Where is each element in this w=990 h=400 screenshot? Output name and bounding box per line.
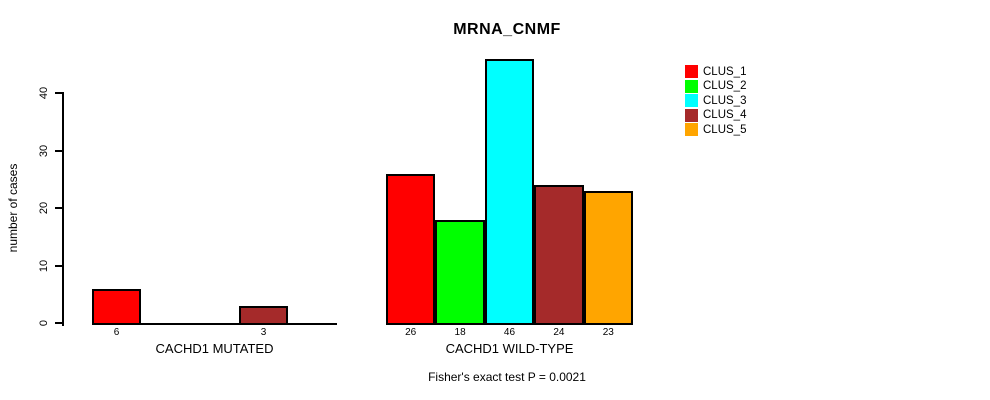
x-baseline (92, 323, 337, 325)
subtitle-fisher-test: Fisher's exact test P = 0.0021 (428, 370, 586, 384)
legend-swatch-clus_3 (685, 94, 698, 108)
y-tick-label: 10 (38, 259, 50, 272)
group-label: CACHD1 MUTATED (155, 341, 274, 356)
group-label: CACHD1 WILD-TYPE (445, 341, 574, 356)
bar-value-label: 18 (454, 327, 466, 338)
y-tick-label: 0 (38, 319, 50, 327)
bar-value-label: 23 (602, 327, 614, 338)
legend-label-clus_2: CLUS_2 (703, 80, 747, 93)
bar-clus_3 (484, 58, 535, 325)
y-tick-mark (55, 322, 63, 324)
legend-label-clus_3: CLUS_3 (703, 94, 747, 107)
bar-clus_4 (239, 305, 288, 325)
bar-value-label: 26 (405, 327, 417, 338)
bar-value-label: 6 (113, 327, 120, 338)
bar-clus_1 (92, 288, 141, 325)
y-tick-label: 20 (38, 201, 50, 215)
y-tick-label: 40 (38, 86, 50, 100)
legend-swatch-clus_1 (685, 65, 698, 78)
bar-clus_1 (386, 173, 436, 325)
y-axis-title: number of cases (6, 163, 20, 253)
bar-clus_5 (583, 190, 633, 325)
bar-value-label: 3 (260, 327, 267, 338)
chart-title: MRNA_CNMF (453, 21, 561, 38)
bar-value-label: 24 (553, 327, 565, 338)
y-tick-mark (55, 264, 63, 267)
y-tick-label: 30 (38, 144, 50, 157)
bar-clus_2 (435, 219, 485, 325)
bar-value-label: 46 (503, 327, 516, 338)
bar-clus_4 (534, 185, 584, 325)
legend-swatch-clus_2 (685, 79, 698, 93)
legend-label-clus_5: CLUS_5 (703, 123, 747, 136)
legend-swatch-clus_5 (685, 123, 698, 137)
y-tick-mark (55, 207, 63, 209)
legend-label-clus_4: CLUS_4 (703, 109, 747, 122)
y-tick-mark (55, 149, 63, 152)
y-tick-mark (55, 92, 63, 94)
legend-label-clus_1: CLUS_1 (703, 65, 747, 78)
y-axis-line (62, 92, 64, 326)
legend-swatch-clus_4 (685, 108, 698, 122)
